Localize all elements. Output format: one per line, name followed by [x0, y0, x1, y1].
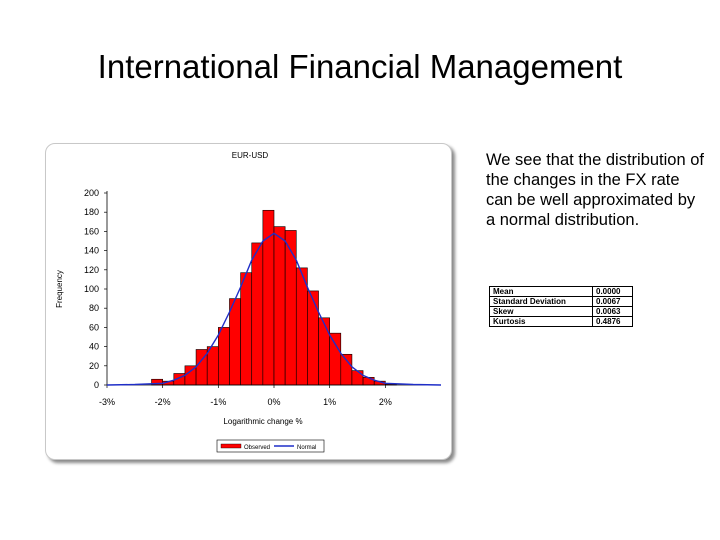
legend-swatch-observed: [220, 443, 242, 449]
chart-title: EUR-USD: [232, 151, 269, 160]
chart-legend: Observed Normal: [216, 439, 325, 453]
histogram-bar: [295, 267, 308, 386]
histogram-bar: [329, 332, 342, 386]
histogram-bar: [273, 226, 286, 386]
observed-bars: [151, 209, 397, 386]
x-tick-label: 1%: [323, 397, 336, 407]
y-tick-label: 180: [84, 207, 99, 217]
y-tick-label: 20: [89, 361, 99, 371]
y-tick-label: 140: [84, 246, 99, 256]
histogram-bar: [240, 272, 253, 386]
histogram-bar: [307, 290, 319, 386]
x-axis-ticks: -3% -2% -1% 0% 1% 2%: [99, 385, 392, 407]
y-tick-label: 200: [84, 188, 99, 198]
stats-value: 0.0000: [592, 286, 633, 297]
x-tick-label: -1%: [210, 397, 226, 407]
stats-row: Mean 0.0000: [489, 286, 633, 297]
histogram-bar: [351, 370, 364, 386]
stats-label: Standard Deviation: [489, 296, 593, 307]
y-axis-label: Frequency: [55, 270, 64, 308]
y-tick-label: 80: [89, 303, 99, 313]
stats-label: Mean: [489, 286, 593, 297]
stats-row: Kurtosis 0.4876: [489, 316, 633, 327]
histogram-bar: [340, 353, 353, 386]
stats-row: Skew 0.0063: [489, 306, 633, 317]
stats-label: Skew: [489, 306, 593, 317]
stats-table: Mean 0.0000 Standard Deviation 0.0067 Skew 0.…: [489, 286, 633, 327]
normal-curve-group: [106, 232, 442, 386]
histogram-bar: [318, 317, 330, 386]
stats-value: 0.4876: [592, 316, 633, 327]
histogram-bar: [206, 346, 219, 386]
stats-row: Standard Deviation 0.0067: [489, 296, 633, 307]
normal-curve: [106, 232, 442, 386]
slide-title: International Financial Management: [97, 48, 623, 85]
legend-label-normal: Normal: [297, 445, 316, 451]
y-tick-label: 40: [89, 342, 99, 352]
x-tick-label: 0%: [267, 397, 280, 407]
stats-value: 0.0067: [592, 296, 633, 307]
histogram-bar: [284, 230, 297, 386]
x-tick-label: -2%: [155, 397, 171, 407]
histogram-chart: EUR-USD Frequency Logarithmic change % 0…: [55, 151, 442, 453]
legend-label-observed: Observed: [244, 445, 270, 451]
histogram-bar: [229, 298, 241, 386]
x-tick-label: -3%: [99, 397, 115, 407]
y-tick-label: 160: [84, 226, 99, 236]
y-tick-label: 0: [94, 380, 99, 390]
histogram-bar: [251, 242, 264, 386]
histogram-bar: [218, 327, 230, 386]
y-tick-label: 60: [89, 322, 99, 332]
chart-axes: [106, 191, 441, 386]
body-text: We see that the distribution of the chan…: [486, 151, 704, 229]
y-tick-label: 120: [84, 265, 99, 275]
stats-label: Kurtosis: [489, 316, 593, 327]
x-axis-label: Logarithmic change %: [223, 417, 302, 426]
x-tick-label: 2%: [379, 397, 392, 407]
stats-value: 0.0063: [592, 306, 633, 317]
y-tick-label: 100: [84, 284, 99, 294]
legend-box: [216, 439, 325, 453]
y-axis-ticks: 0 20 40 60 80 100 120 140 160 180 200: [84, 188, 107, 390]
